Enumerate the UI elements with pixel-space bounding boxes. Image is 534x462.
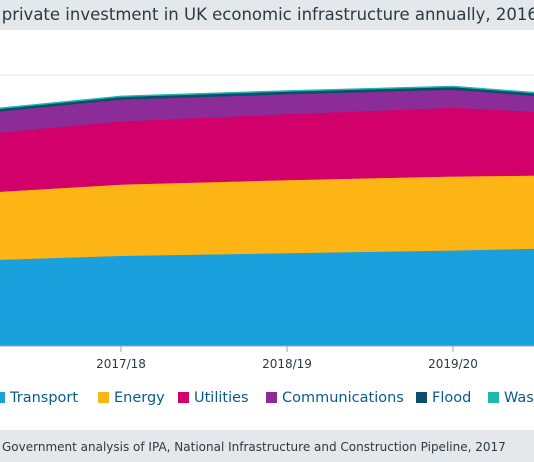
legend-item-flood: Flood — [416, 390, 471, 406]
legend-label: Transport — [9, 390, 78, 406]
x-axis: 2017/18 2018/19 2019/20 — [0, 345, 534, 371]
area-waste — [0, 85, 534, 109]
x-tick-label: 2019/20 — [428, 357, 478, 371]
source-note: Government analysis of IPA, National Inf… — [2, 440, 506, 454]
legend: Transport Energy Utilities Communications Fl… — [0, 390, 534, 406]
x-tick-label: 2017/18 — [96, 357, 146, 371]
legend-swatch — [266, 392, 277, 403]
legend-item-communications: Communications — [266, 390, 404, 406]
area-energy — [0, 175, 534, 260]
source-bar: Government analysis of IPA, National Inf… — [0, 430, 534, 462]
legend-label: Energy — [114, 390, 165, 406]
title-bar: d private investment in UK economic infr… — [0, 0, 534, 30]
chart-title: d private investment in UK economic infr… — [0, 5, 534, 24]
legend-label: Flood — [432, 390, 471, 406]
legend-item-utilities: Utilities — [178, 390, 249, 406]
legend-label: Utilities — [194, 390, 249, 406]
legend-item-waste: Wast — [488, 390, 534, 406]
area-transport — [0, 248, 534, 347]
legend-item-energy: Energy — [98, 390, 165, 406]
stacked-area-chart: 2017/18 2018/19 2019/20 Transport Energy Uti… — [0, 74, 534, 406]
legend-swatch — [98, 392, 109, 403]
legend-item-transport: Transport — [0, 390, 78, 406]
legend-swatch — [0, 392, 5, 403]
area-layer — [0, 85, 534, 347]
legend-swatch — [488, 392, 499, 403]
legend-label: Communications — [282, 390, 404, 406]
legend-label: Wast — [504, 390, 534, 406]
x-tick-label: 2018/19 — [262, 357, 312, 371]
legend-swatch — [416, 392, 427, 403]
legend-swatch — [178, 392, 189, 403]
